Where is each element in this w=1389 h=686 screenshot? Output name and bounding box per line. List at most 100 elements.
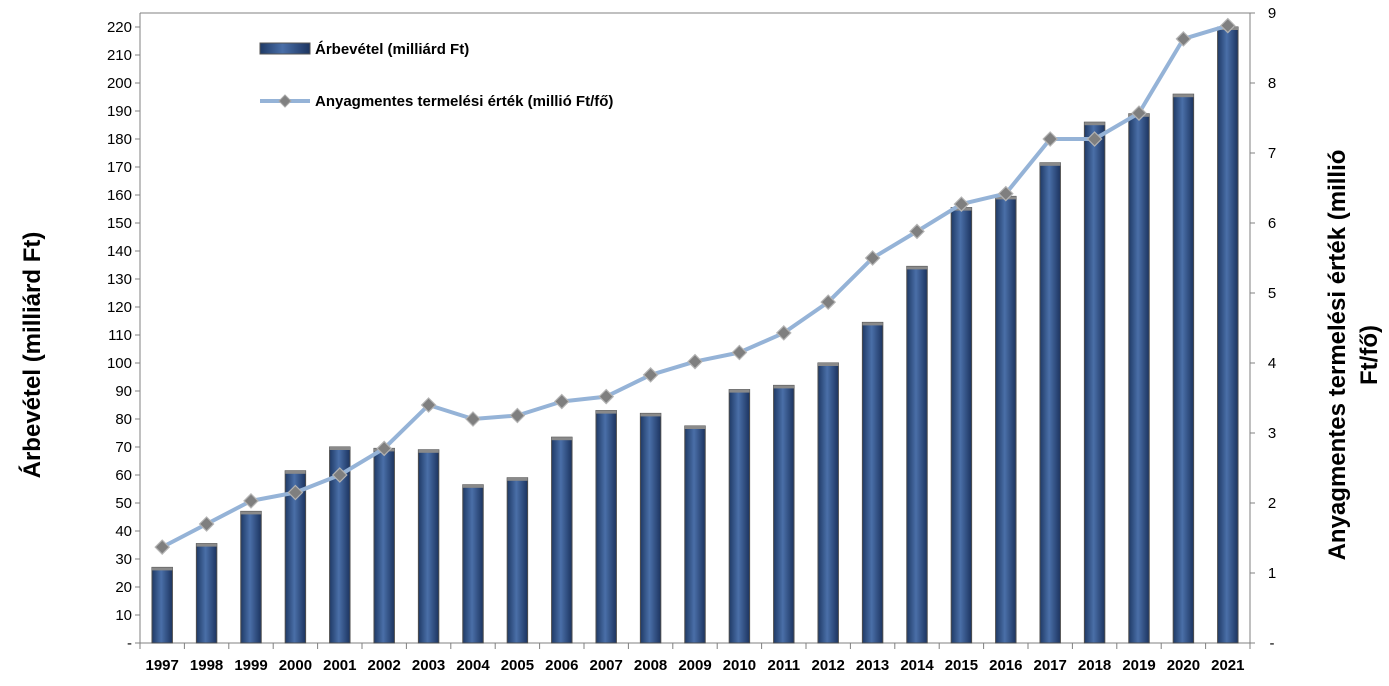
- left-tick-label: 90: [115, 383, 132, 400]
- right-tick-label: 3: [1268, 425, 1276, 442]
- line-point-2010: [731, 344, 748, 361]
- legend-line-label: Anyagmentes termelési érték (millió Ft/f…: [315, 93, 613, 110]
- line-series: [154, 17, 1236, 555]
- x-tick-label: 1997: [146, 657, 179, 674]
- line-point-2005: [509, 407, 526, 424]
- line-point-2016: [997, 185, 1014, 202]
- line-point-2014: [909, 223, 925, 240]
- x-tick-label: 2004: [456, 657, 490, 674]
- x-tick-label: 2002: [368, 657, 401, 674]
- bar-top-2011: [773, 385, 795, 389]
- bar-top-1997: [151, 567, 173, 571]
- x-tick-label: 2018: [1078, 657, 1111, 674]
- right-tick-label: 7: [1268, 145, 1276, 162]
- bar-2009: [684, 425, 706, 644]
- line-point-2006: [553, 393, 570, 410]
- left-axis-ticks: - 10 20 30 40 50 60 70 80 90 100 110 120 130 140 150 160…: [107, 19, 140, 652]
- left-tick-label: -: [127, 635, 132, 652]
- left-tick-label: 220: [107, 19, 132, 36]
- left-tick-label: 160: [107, 187, 132, 204]
- left-tick-label: 130: [107, 271, 132, 288]
- left-tick-label: 80: [115, 411, 132, 428]
- left-tick-label: 100: [107, 355, 132, 372]
- x-tick-label: 2016: [989, 657, 1022, 674]
- bar-top-2004: [462, 484, 484, 488]
- bar-2003: [417, 449, 440, 644]
- left-tick-label: 200: [107, 75, 132, 92]
- left-tick-label: 120: [107, 299, 132, 316]
- x-tick-label: 1999: [234, 657, 267, 674]
- bar-1998: [195, 543, 218, 644]
- bar-2007: [595, 410, 617, 644]
- left-tick-label: 30: [115, 551, 132, 568]
- line-point-2018: [1086, 131, 1103, 147]
- bar-2012: [817, 362, 839, 644]
- legend-bar-swatch: [259, 42, 311, 55]
- left-tick-label: 10: [115, 607, 132, 624]
- right-tick-label: 2: [1268, 495, 1276, 512]
- y-right-axis-title-line2: Ft/fő): [1356, 325, 1383, 385]
- bar-series: [151, 26, 1239, 644]
- x-tick-label: 2013: [856, 657, 889, 674]
- line-point-2012: [820, 294, 837, 310]
- bar-2016: [995, 195, 1017, 644]
- line-point-2000: [287, 484, 304, 501]
- bar-top-2001: [329, 447, 351, 450]
- right-tick-label: 1: [1268, 565, 1276, 582]
- bar-top-1998: [196, 543, 217, 547]
- bar-2019: [1128, 113, 1150, 644]
- x-tick-label: 2012: [812, 657, 845, 674]
- line-point-1997: [154, 539, 171, 555]
- bar-2018: [1083, 121, 1106, 644]
- line-point-1999: [243, 493, 259, 509]
- bar-top-2020: [1173, 94, 1194, 98]
- bar-1999: [240, 510, 262, 644]
- left-tick-label: 20: [115, 579, 132, 596]
- right-tick-label: -: [1270, 635, 1275, 652]
- bar-top-2007: [595, 410, 617, 414]
- bar-top-2012: [817, 363, 839, 366]
- bar-2006: [551, 436, 573, 644]
- x-tick-label: 2020: [1167, 657, 1200, 674]
- right-tick-label: 4: [1268, 355, 1276, 372]
- line-point-2011: [775, 325, 792, 341]
- line-point-2019: [1131, 105, 1147, 121]
- bar-top-2018: [1084, 122, 1105, 126]
- line-point-2004: [465, 411, 481, 427]
- x-tick-label: 2009: [678, 657, 711, 674]
- left-tick-label: 70: [115, 439, 132, 456]
- left-tick-label: 140: [107, 243, 132, 260]
- bar-top-2017: [1039, 162, 1061, 166]
- bar-2021: [1217, 26, 1239, 644]
- line-point-2003: [420, 397, 437, 413]
- line-point-2007: [598, 388, 615, 405]
- line-point-2001: [331, 467, 348, 483]
- right-axis-ticks: - 1 2 3 4 5 6 7 8 9: [1250, 5, 1276, 652]
- line-point-2015: [953, 196, 970, 212]
- bar-top-1999: [240, 511, 262, 515]
- bar-2008: [639, 412, 662, 644]
- line-point-2021: [1219, 17, 1236, 34]
- left-tick-label: 60: [115, 467, 132, 484]
- x-tick-label: 2007: [590, 657, 623, 674]
- x-axis-ticks: 1997 1998 1999 2000 2001 2002 2003 2004 2005 2006…: [139, 643, 1251, 674]
- bar-2011: [773, 384, 795, 644]
- left-tick-label: 150: [107, 215, 132, 232]
- x-tick-label: 2011: [768, 657, 801, 674]
- right-tick-label: 8: [1268, 75, 1276, 92]
- bar-top-2009: [684, 426, 706, 429]
- x-tick-label: 2005: [501, 657, 534, 674]
- line-point-2020: [1175, 31, 1192, 47]
- x-tick-label: 2014: [900, 657, 934, 674]
- bar-2015: [950, 207, 973, 644]
- line-point-1998: [198, 516, 215, 532]
- x-tick-label: 2021: [1211, 657, 1244, 674]
- line-point-2008: [642, 367, 659, 383]
- left-tick-label: 110: [108, 327, 132, 344]
- y-right-axis-title-line1: Anyagmentes termelési érték (millió: [1324, 150, 1351, 561]
- x-tick-label: 2017: [1034, 657, 1067, 674]
- x-tick-label: 2015: [945, 657, 978, 674]
- x-tick-label: 2006: [545, 657, 578, 674]
- line-point-2002: [376, 440, 393, 457]
- bar-1997: [151, 566, 173, 644]
